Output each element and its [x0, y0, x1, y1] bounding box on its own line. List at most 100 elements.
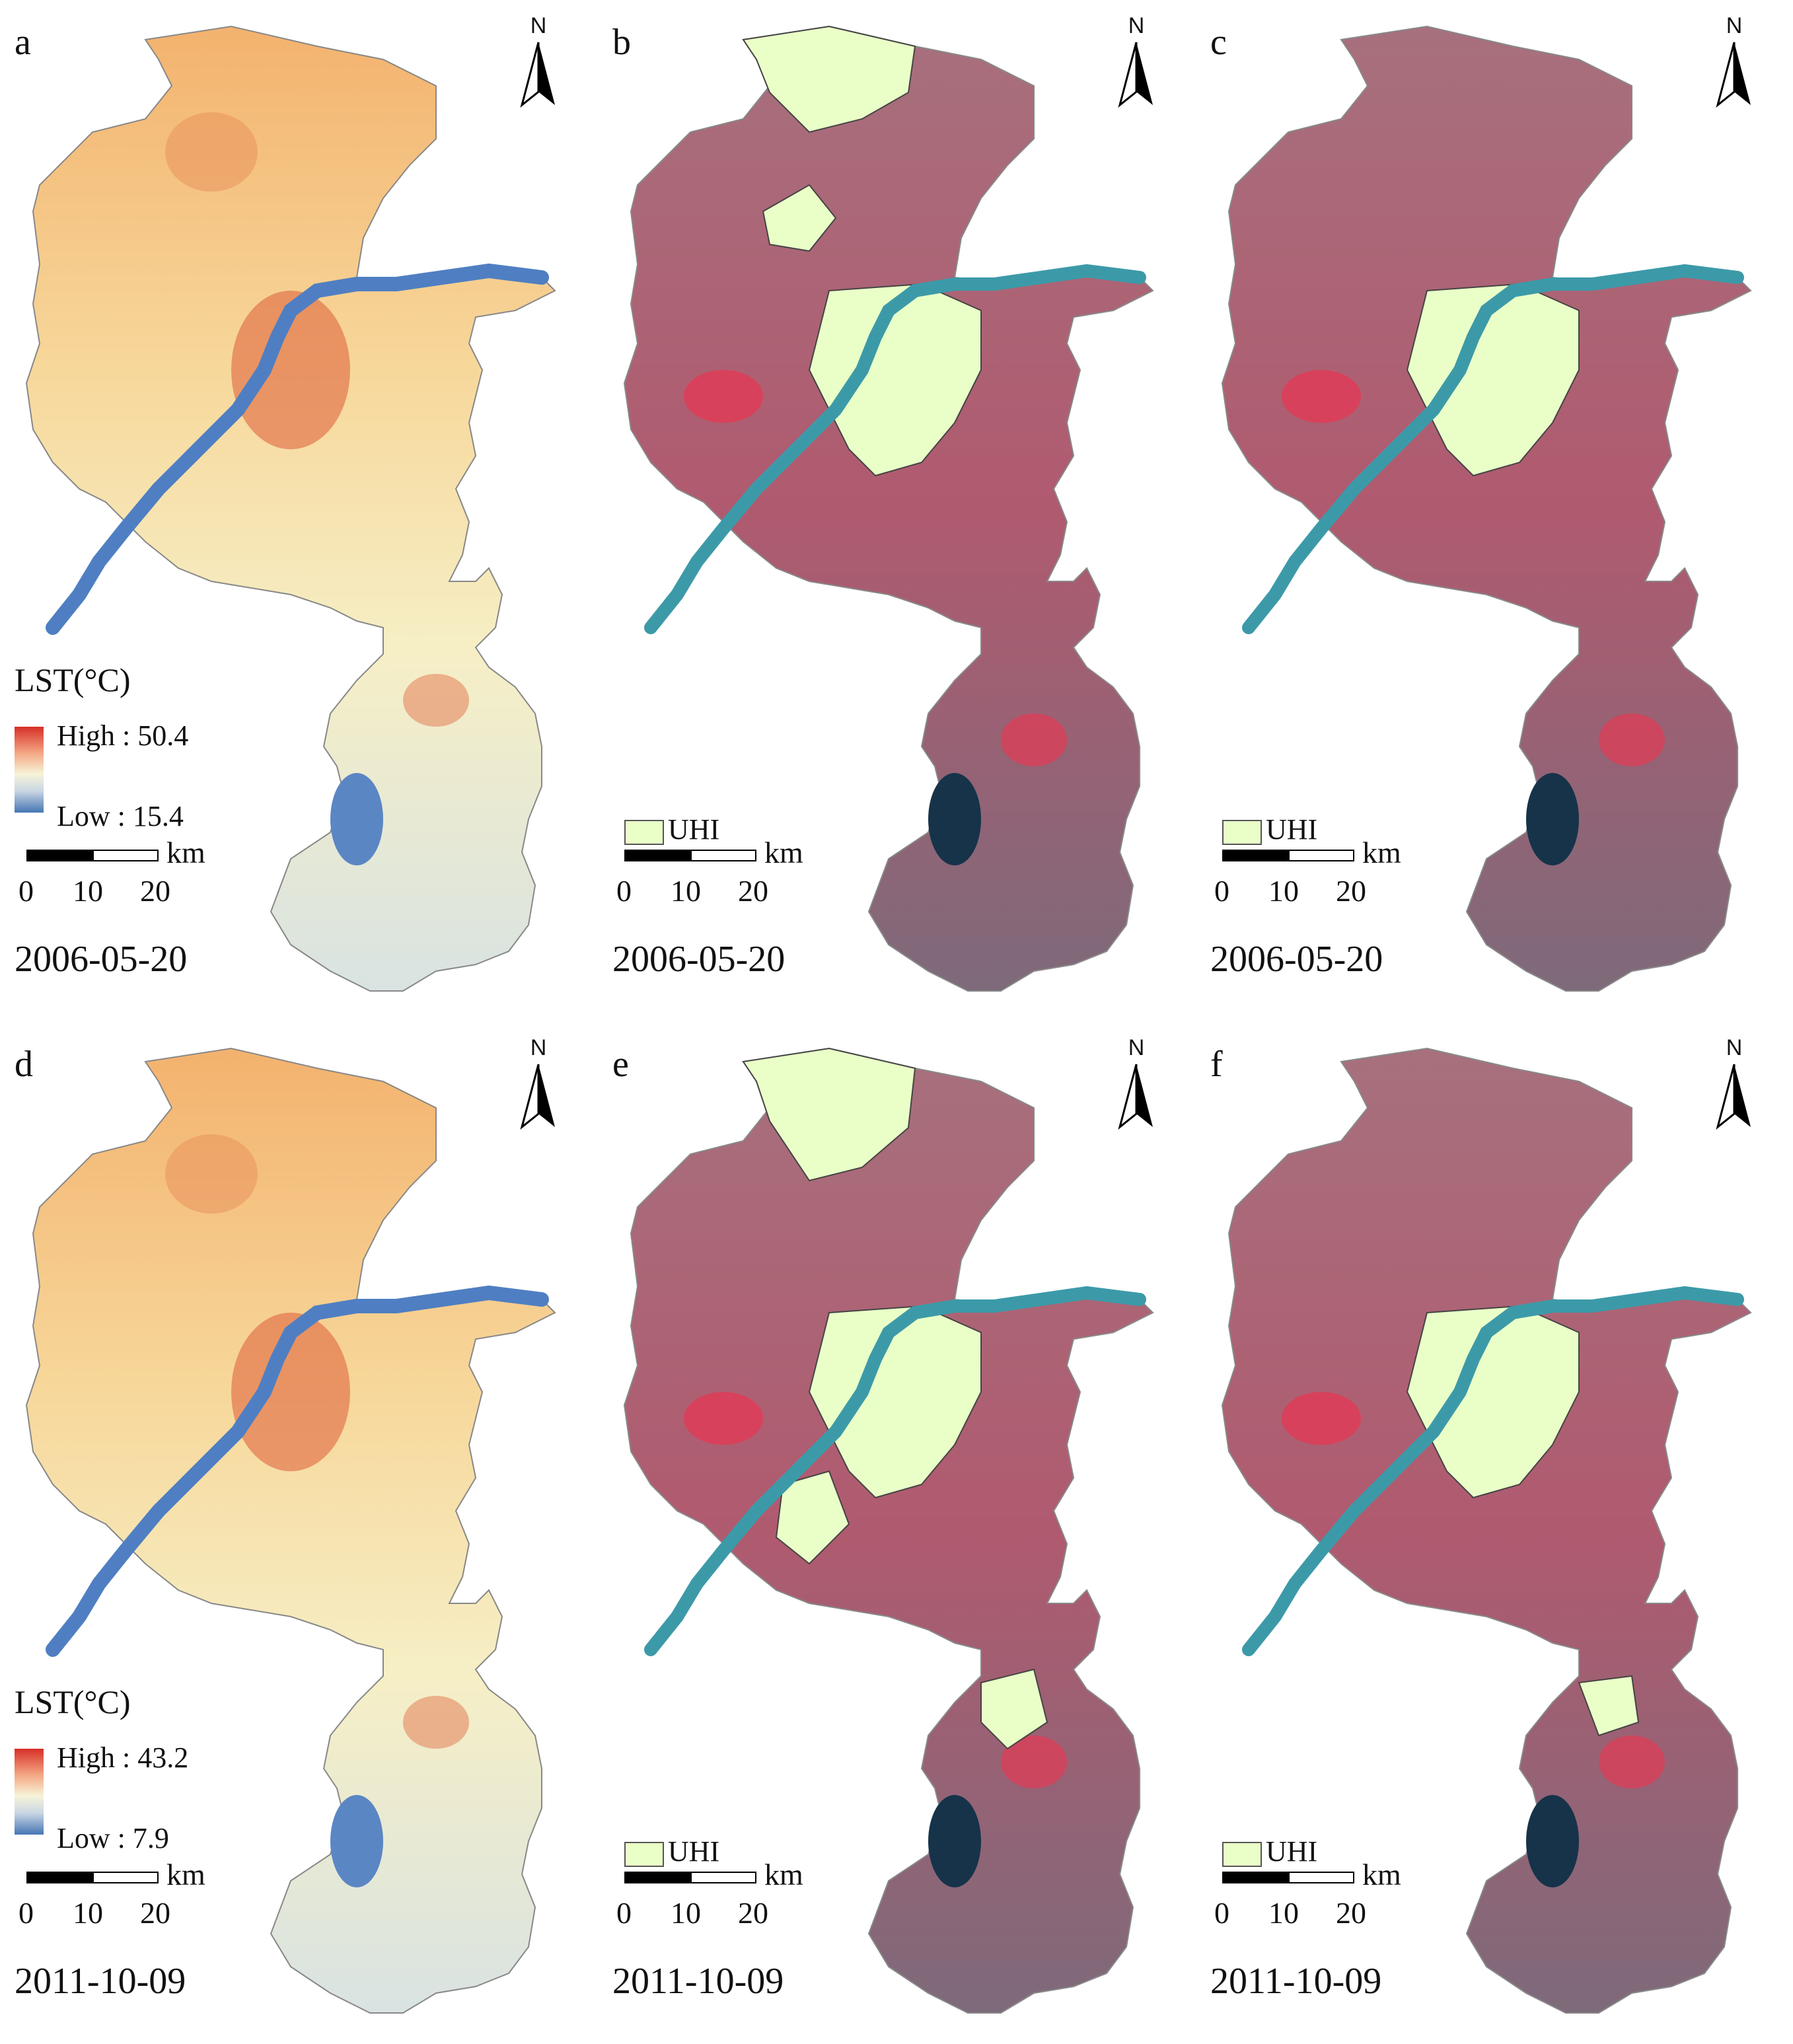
urban-spot — [1282, 370, 1361, 423]
lake-shape — [1526, 1795, 1579, 1887]
scale-unit: km — [1362, 1858, 1401, 1891]
uhi-area — [742, 25, 916, 133]
scale-bar — [26, 850, 159, 861]
hot-spot — [403, 1696, 469, 1749]
scale-unit: km — [764, 836, 803, 869]
scale-bar — [624, 850, 756, 861]
uhi-swatch — [1222, 1841, 1262, 1867]
north-arrow-icon — [1118, 42, 1153, 108]
scale-unit: km — [166, 836, 205, 869]
panel-date: 2006-05-20 — [612, 939, 786, 980]
region-shape — [1222, 26, 1751, 992]
scale-tick: 20 — [1336, 874, 1366, 908]
uhi-area — [1406, 283, 1580, 477]
lst-color-ramp — [15, 727, 44, 813]
uhi-area — [808, 283, 982, 477]
hot-spot — [403, 674, 469, 727]
panel-label: f — [1210, 1044, 1223, 1085]
hot-spot — [165, 1134, 258, 1214]
map-image — [1222, 26, 1751, 992]
scale-tick: 0 — [18, 874, 34, 908]
scale-tick: 0 — [616, 874, 632, 908]
uhi-swatch — [1222, 819, 1262, 845]
lake-shape — [1526, 773, 1579, 865]
panel-date: 2011-10-09 — [15, 1961, 186, 2002]
map-panel-c: c N UHI km 0 10 20 2006-05-20 — [1196, 0, 1790, 1011]
map-panel-f: f N UHI km 0 10 20 2011-10-09 — [1196, 1022, 1790, 2033]
scale-tick: 10 — [671, 874, 701, 908]
scale-tick: 20 — [738, 874, 768, 908]
lake-shape — [330, 1795, 383, 1887]
scale-tick: 20 — [1336, 1896, 1366, 1930]
uhi-area — [762, 184, 837, 252]
scale-tick: 10 — [1268, 874, 1299, 908]
panel-date: 2006-05-20 — [1210, 939, 1383, 980]
scale-tick: 10 — [671, 1896, 701, 1930]
map-panel-a: a N LST(°C) High : 50.4 Low : 15.4 km 0 10 20 200… — [0, 0, 595, 1011]
urban-spot — [1001, 1735, 1067, 1788]
urban-spot — [1599, 1735, 1665, 1788]
lake-shape — [928, 773, 981, 865]
scale-unit: km — [166, 1858, 205, 1891]
north-label: N — [530, 13, 547, 38]
hot-spot — [231, 291, 350, 449]
uhi-area — [742, 1047, 916, 1182]
scale-tick: 20 — [140, 874, 170, 908]
panel-date: 2011-10-09 — [1210, 1961, 1382, 2002]
north-arrow-icon — [520, 42, 555, 108]
legend-title: LST(°C) — [15, 1683, 131, 1720]
scale-bar — [624, 1872, 756, 1883]
panel-label: b — [612, 22, 631, 63]
scale-bar — [26, 1872, 159, 1883]
north-label: N — [1726, 1035, 1743, 1060]
panel-date: 2006-05-20 — [15, 939, 188, 980]
legend-high: High : 43.2 — [57, 1741, 189, 1774]
uhi-legend: UHI — [624, 813, 719, 846]
legend-low: Low : 7.9 — [57, 1822, 169, 1854]
panel-label: e — [612, 1044, 629, 1085]
legend-high: High : 50.4 — [57, 719, 189, 752]
uhi-legend: UHI — [624, 1835, 719, 1868]
region-shape — [26, 26, 556, 992]
panel-label: d — [15, 1044, 33, 1085]
map-panel-d: d N LST(°C) High : 43.2 Low : 7.9 km 0 10 20 2011… — [0, 1022, 595, 2033]
lake-shape — [928, 1795, 981, 1887]
scale-bar — [1222, 850, 1354, 861]
map-panel-b: b N UHI km 0 10 20 2006-05-20 — [598, 0, 1192, 1011]
north-arrow: N — [1708, 1035, 1761, 1134]
map-image — [1222, 1048, 1751, 2014]
scale-tick: 10 — [73, 874, 103, 908]
uhi-area — [775, 1470, 850, 1565]
scale-tick: 0 — [1214, 1896, 1229, 1930]
north-arrow: N — [1110, 13, 1163, 112]
hot-spot — [165, 112, 258, 192]
urban-spot — [684, 1392, 763, 1445]
scale-tick: 0 — [1214, 874, 1229, 908]
north-label: N — [1128, 13, 1145, 38]
uhi-swatch — [624, 1841, 664, 1867]
uhi-legend: UHI — [1222, 1835, 1317, 1868]
map-image — [624, 1047, 1153, 2014]
north-arrow-icon — [1716, 1064, 1751, 1130]
uhi-area — [808, 1305, 982, 1499]
scale-bar — [1222, 1872, 1354, 1883]
region-shape — [26, 1048, 556, 2014]
north-label: N — [530, 1035, 547, 1060]
urban-spot — [684, 370, 763, 423]
region-shape — [624, 26, 1153, 992]
panel-label: c — [1210, 22, 1227, 63]
scale-tick: 0 — [18, 1896, 34, 1930]
north-arrow: N — [1110, 1035, 1163, 1134]
urban-spot — [1599, 713, 1665, 766]
lst-color-ramp — [15, 1749, 44, 1835]
scale-tick: 20 — [140, 1896, 170, 1930]
north-arrow-icon — [520, 1064, 555, 1130]
panel-date: 2011-10-09 — [612, 1961, 784, 2002]
north-arrow: N — [512, 13, 565, 112]
north-arrow: N — [1708, 13, 1761, 112]
map-panel-e: e N UHI km 0 10 20 2011-10-09 — [598, 1022, 1192, 2033]
uhi-swatch — [624, 819, 664, 845]
scale-tick: 0 — [616, 1896, 632, 1930]
uhi-legend: UHI — [1222, 813, 1317, 846]
north-arrow: N — [512, 1035, 565, 1134]
